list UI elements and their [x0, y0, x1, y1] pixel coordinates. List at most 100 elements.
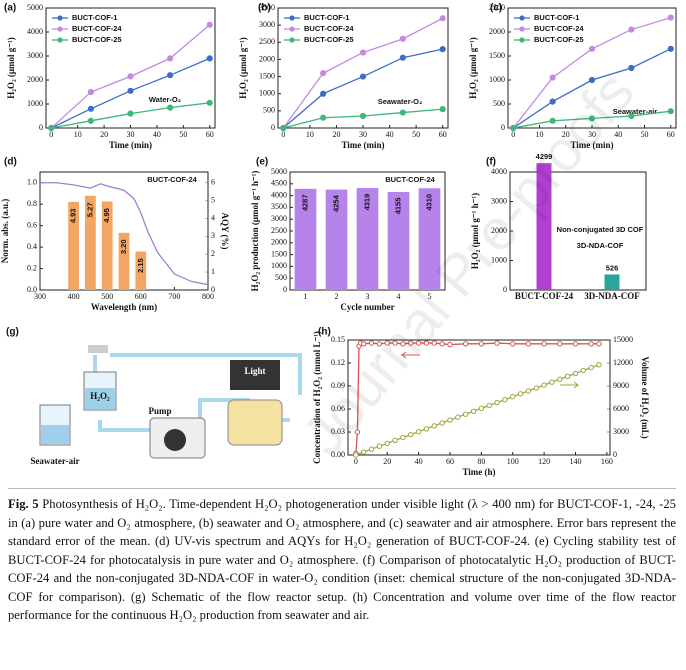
x-tick-label: 5: [428, 292, 432, 301]
legend-label: BUCT-COF-1: [304, 13, 349, 22]
y2-tick-label: 0: [613, 450, 617, 459]
y-tick-label: 2500: [489, 3, 505, 12]
x-tick-label: 80: [477, 457, 485, 466]
bar: [294, 188, 317, 290]
point: [400, 434, 406, 441]
x-tick-label: 50: [412, 130, 420, 139]
legend-label: BUCT-COF-24: [304, 24, 354, 33]
point: [667, 14, 674, 21]
y-axis-label: H₂O₂ (μmol g⁻¹): [468, 37, 478, 98]
y2-tick-label: 6: [211, 178, 215, 187]
x-axis-label: Time (min): [341, 140, 384, 150]
figure: (g) H₂O₂ Pump Light Seawater-air (a)0100…: [0, 3, 677, 477]
y-tick-label: 0.6: [27, 220, 37, 229]
y-tick-label: 0.8: [27, 199, 37, 208]
point: [359, 112, 367, 120]
point: [541, 382, 547, 388]
point: [564, 373, 571, 380]
y2-tick-label: 4: [211, 213, 215, 222]
panel-label: (h): [318, 327, 331, 338]
bar: [68, 201, 79, 290]
x-tick-label: 40: [386, 130, 394, 139]
plot-frame: [347, 339, 611, 456]
y-tick-label: 2000: [489, 27, 505, 36]
y-tick-label: 0.2: [27, 263, 37, 272]
x-axis-label: Wavelength (nm): [91, 302, 157, 312]
x-tick-label: BUCT-COF-24: [515, 291, 574, 301]
point: [353, 452, 359, 458]
point: [455, 414, 461, 420]
y-tick-label: 500: [263, 106, 275, 115]
point: [87, 117, 94, 124]
x-tick-label: 300: [34, 292, 46, 301]
point: [368, 340, 375, 346]
x-tick-label: 50: [641, 130, 649, 139]
point: [431, 340, 437, 346]
point: [368, 446, 375, 452]
point: [392, 340, 398, 346]
annotation: Seawater-O₂: [378, 97, 423, 106]
point: [447, 417, 453, 423]
x-axis-label: Time (h): [462, 467, 495, 477]
point: [87, 105, 94, 112]
y-tick-label: 5000: [27, 3, 43, 12]
x-tick-label: 1: [304, 292, 308, 301]
value-label: 4287: [300, 194, 309, 211]
point: [525, 388, 532, 394]
schematic-label: Pump: [148, 406, 171, 416]
point: [541, 341, 547, 347]
annotation: Seawater-air: [613, 107, 658, 116]
point: [439, 46, 446, 53]
pump-head: [164, 429, 186, 451]
bar: [387, 191, 410, 290]
x-tick-label: 10: [536, 130, 544, 139]
legend-label: BUCT-COF-1: [534, 13, 579, 22]
y-tick-label: 0.03: [331, 427, 345, 436]
point: [628, 64, 635, 72]
point: [415, 340, 422, 346]
point: [439, 106, 446, 113]
point: [320, 70, 327, 77]
point: [360, 341, 367, 347]
x-tick-label: 40: [614, 130, 622, 139]
point: [376, 443, 383, 449]
x-tick-label: 10: [74, 130, 82, 139]
y-tick-label: 2000: [491, 226, 507, 235]
point: [549, 379, 555, 385]
y-tick-label: 4000: [271, 190, 287, 199]
annotation: Water-O₂: [149, 95, 181, 104]
value-label: 4.93: [69, 209, 78, 224]
y-tick-label: 0.15: [331, 335, 345, 344]
point: [359, 73, 367, 80]
y-tick-label: 1000: [271, 261, 287, 270]
x-tick-label: 120: [538, 457, 550, 466]
panel-label: (a): [4, 3, 16, 14]
panel-label: (e): [256, 157, 268, 168]
point: [470, 408, 477, 414]
point: [48, 124, 55, 132]
y-tick-label: 1000: [259, 89, 275, 98]
y-tick-label: 1500: [259, 71, 275, 80]
y2-tick-label: 0: [211, 285, 215, 294]
y-tick-label: 3000: [491, 196, 507, 205]
x-tick-label: 3D-NDA-COF: [584, 291, 640, 301]
y-axis-label: H₂O₂ (μmol g⁻¹ h⁻¹): [470, 193, 480, 269]
point: [408, 431, 414, 438]
point: [127, 73, 134, 80]
value-label: 4155: [393, 198, 402, 215]
y-tick-label: 2000: [271, 238, 287, 247]
y2-axis-label: AQY (%): [220, 213, 230, 250]
x-tick-label: 3: [366, 292, 370, 301]
arrow: [560, 381, 580, 389]
y-tick-label: 2000: [27, 75, 43, 84]
point: [462, 341, 469, 347]
point: [596, 361, 602, 368]
point: [447, 341, 453, 348]
bar: [418, 188, 441, 290]
legend-label: BUCT-COF-24: [72, 24, 122, 33]
y2-tick-label: 1: [211, 267, 215, 276]
y2-tick-label: 3: [211, 231, 215, 240]
point: [320, 90, 327, 97]
legend-label: BUCT-COF-24: [534, 24, 584, 33]
schematic-label: H₂O₂: [90, 391, 110, 401]
